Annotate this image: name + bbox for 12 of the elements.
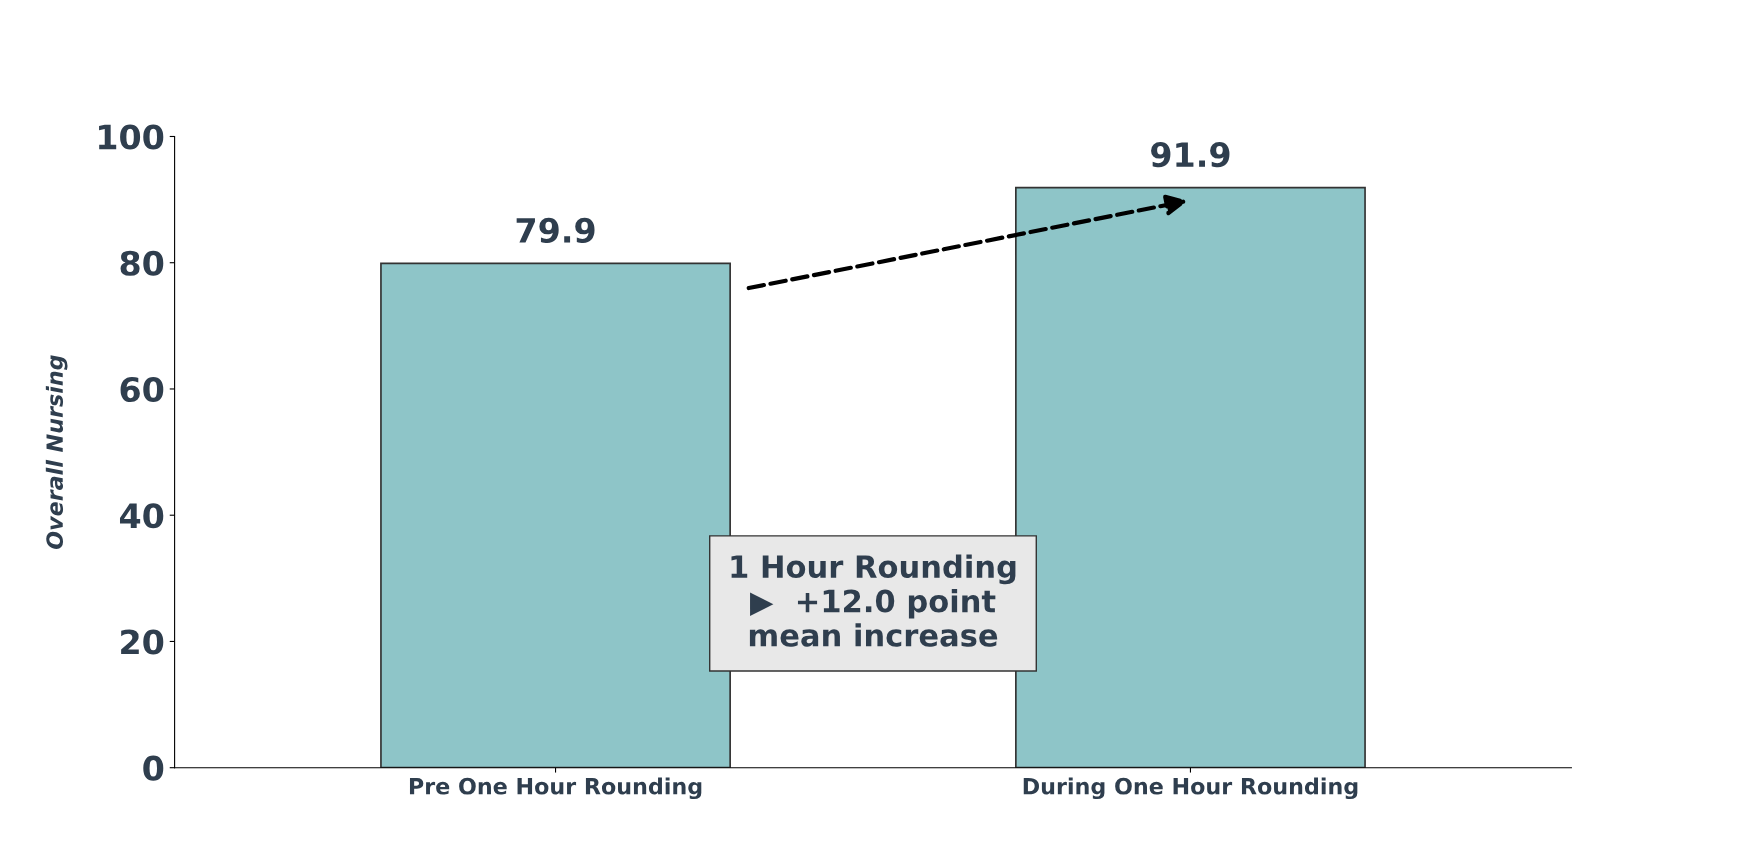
annotation: 1 Hour Rounding ▶ +12.0 point mean increase [731, 554, 1016, 647]
data-label: 79.9 [516, 217, 595, 244]
y-tick-label: 100 [99, 124, 164, 150]
y-tick-label: 40 [119, 503, 164, 529]
y-tick-label: 0 [143, 755, 164, 781]
x-tick-label: During One Hour Rounding [1023, 777, 1358, 800]
y-axis-title: Overall Nursing [45, 355, 68, 549]
x-tick-label: Pre One Hour Rounding [409, 777, 702, 800]
y-tick-label: 80 [120, 250, 164, 276]
y-tick-label: 20 [121, 629, 164, 655]
data-label: 91.9 [1151, 142, 1230, 168]
y-tick-label: 60 [120, 376, 164, 403]
